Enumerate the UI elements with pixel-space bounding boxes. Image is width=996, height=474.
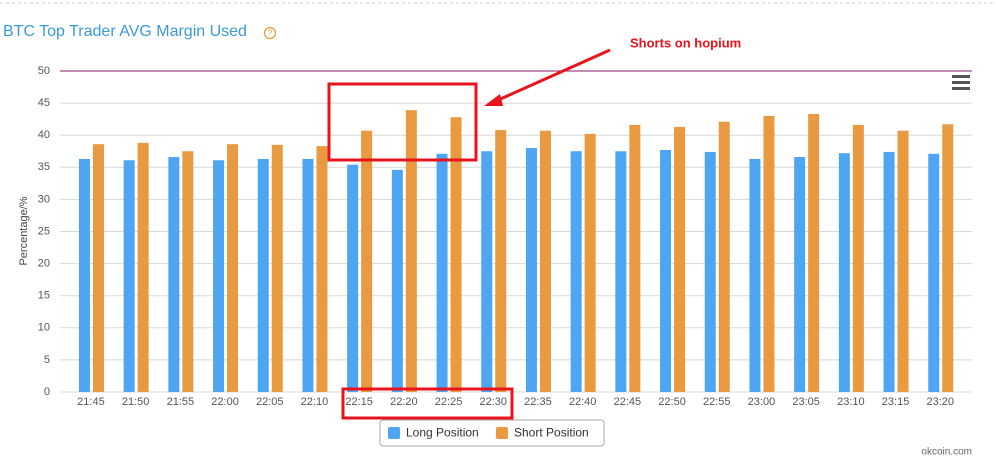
x-tick-label: 22:45 xyxy=(614,396,642,408)
bar xyxy=(660,149,672,392)
x-tick-label: 22:40 xyxy=(569,396,597,408)
bar xyxy=(749,158,761,392)
y-tick-label: 40 xyxy=(38,129,50,141)
menu-button[interactable] xyxy=(952,75,970,90)
x-tick-label: 22:25 xyxy=(435,396,463,408)
bar xyxy=(838,153,850,392)
bar xyxy=(928,153,940,392)
bar xyxy=(763,115,775,392)
source: okcoin.com xyxy=(921,447,972,458)
bar xyxy=(897,130,909,392)
highlight-box xyxy=(327,82,478,162)
bar xyxy=(182,151,194,392)
x-tick-label: 22:55 xyxy=(703,396,731,408)
y-tick-label: 35 xyxy=(38,161,50,173)
bar xyxy=(347,164,359,392)
x-tick-label: 23:00 xyxy=(748,396,776,408)
legend xyxy=(379,419,605,447)
bar xyxy=(852,124,864,392)
bar xyxy=(808,114,820,392)
bar xyxy=(405,110,417,393)
y-tick-label: 45 xyxy=(38,97,50,109)
x-tick-label: 22:30 xyxy=(479,396,507,408)
arrow-head xyxy=(484,94,503,106)
y-axis-title: Percentage/% xyxy=(18,196,30,265)
x-tick-label: 22:00 xyxy=(211,396,239,408)
annotation: Shorts on hopium xyxy=(630,35,741,50)
bar xyxy=(123,160,135,392)
y-tick-label: 20 xyxy=(38,258,50,270)
bar xyxy=(883,151,895,392)
x-tick-label: 21:50 xyxy=(122,396,150,408)
bar xyxy=(391,169,403,392)
legend-swatch xyxy=(388,427,400,439)
bar xyxy=(629,124,641,392)
x-tick-label: 23:05 xyxy=(792,396,820,408)
y-tick-label: 30 xyxy=(38,193,50,205)
bar xyxy=(481,151,493,392)
bar xyxy=(942,124,954,392)
legend-label[interactable]: Long Position xyxy=(406,426,479,440)
bar xyxy=(615,151,627,392)
x-tick-label: 22:10 xyxy=(301,396,329,408)
bar xyxy=(92,144,104,392)
bar xyxy=(495,130,507,392)
x-tick-label: 22:15 xyxy=(345,396,373,408)
y-tick-label: 15 xyxy=(38,290,50,302)
x-tick-label: 23:20 xyxy=(926,396,954,408)
bar xyxy=(718,121,730,392)
x-tick-label: 21:45 xyxy=(77,396,105,408)
legend-label[interactable]: Short Position xyxy=(514,426,589,440)
bar xyxy=(302,158,314,392)
bar xyxy=(539,130,551,392)
highlight-box xyxy=(341,387,514,420)
legend-swatch xyxy=(496,427,508,439)
bar xyxy=(271,144,283,392)
x-tick-label: 23:15 xyxy=(882,396,910,408)
y-tick-label: 10 xyxy=(38,322,50,334)
y-tick-label: 5 xyxy=(44,354,50,366)
bar xyxy=(525,148,537,392)
x-tick-label: 22:20 xyxy=(390,396,418,408)
y-tick-label: 25 xyxy=(38,225,50,237)
chart-title: BTC Top Trader AVG Margin Used xyxy=(3,23,247,40)
help-icon[interactable]: ? xyxy=(263,26,277,40)
bar xyxy=(257,158,269,392)
y-tick-label: 0 xyxy=(44,386,50,398)
bar xyxy=(316,146,328,392)
x-tick-label: 23:10 xyxy=(837,396,865,408)
bar xyxy=(674,126,686,392)
arrow xyxy=(495,48,611,103)
bar xyxy=(137,142,149,392)
bar xyxy=(436,153,448,392)
bar xyxy=(227,144,239,392)
bar xyxy=(794,157,806,392)
x-tick-label: 21:55 xyxy=(167,396,195,408)
bar xyxy=(704,151,716,392)
svg-text:?: ? xyxy=(268,29,273,38)
bar xyxy=(168,157,180,392)
x-tick-label: 22:35 xyxy=(524,396,552,408)
bar xyxy=(361,130,373,392)
bar xyxy=(570,151,582,392)
legend-items: Long Position Short Position xyxy=(388,426,589,440)
x-tick-label: 22:05 xyxy=(256,396,284,408)
bar xyxy=(213,160,225,392)
bar xyxy=(450,117,462,392)
bar xyxy=(78,158,90,392)
x-tick-label: 22:50 xyxy=(658,396,686,408)
plot: 0 5 10 15 20 25 30 35 40 45 50 21:45 21:50 21:55 22:00… xyxy=(38,65,972,408)
bar xyxy=(584,133,596,392)
y-tick-label: 50 xyxy=(38,65,50,77)
